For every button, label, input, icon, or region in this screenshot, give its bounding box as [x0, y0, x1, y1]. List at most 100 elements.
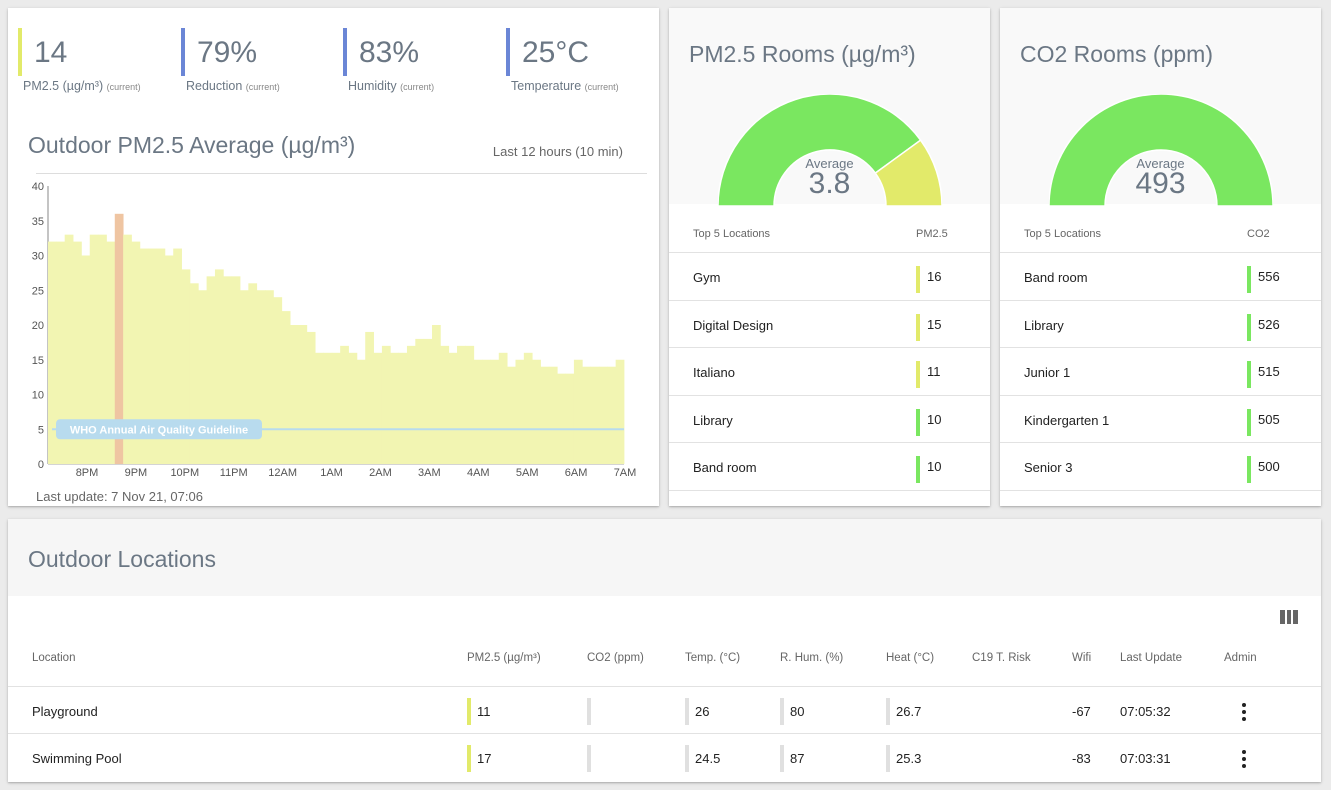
list-item[interactable]: Gym 16 [669, 252, 990, 300]
chart-bar [615, 359, 625, 464]
cell-heat: 25.3 [896, 751, 922, 766]
chart-bar [448, 352, 458, 464]
list-item[interactable]: Digital Design 15 [669, 299, 990, 348]
kpi-reduction-label: Reduction (current) [186, 79, 280, 93]
x-tick-label: 10PM [170, 467, 199, 479]
pm25-average-label: Average [805, 156, 854, 171]
chart-bar [331, 352, 341, 464]
room-value: 556 [1258, 269, 1280, 284]
chart-bar [356, 359, 366, 464]
col-last-update[interactable]: Last Update [1120, 652, 1183, 664]
room-name: Digital Design [693, 317, 774, 333]
chart-bar [390, 352, 400, 464]
col-co2[interactable]: CO2 (ppm) [587, 652, 644, 664]
chart-last-update: Last update: 7 Nov 21, 07:06 [36, 489, 203, 504]
x-tick-label: 9PM [125, 467, 148, 479]
chart-bar [64, 234, 74, 464]
col-temp[interactable]: Temp. (°C) [685, 652, 741, 664]
col-wifi[interactable]: Wifi [1072, 652, 1092, 664]
room-value: 16 [927, 269, 942, 284]
y-tick-label: 15 [32, 355, 44, 367]
chart-bar [265, 290, 274, 464]
list-end-divider [1000, 489, 1321, 507]
chart-bar [365, 331, 374, 464]
chart-bar [206, 276, 216, 464]
chart-bar [440, 345, 450, 464]
list-item[interactable]: Kindergarten 1 505 [1000, 394, 1321, 443]
chart-bar [482, 359, 491, 464]
chart-bar [56, 241, 66, 464]
room-name: Senior 3 [1024, 460, 1073, 475]
list-item[interactable]: Band room 556 [1000, 252, 1321, 300]
col-c19-risk[interactable]: C19 T. Risk [972, 652, 1031, 664]
chart-bar [189, 283, 199, 464]
chart-bar [582, 366, 592, 464]
room-value: 10 [927, 459, 942, 474]
more-vert-icon[interactable] [1242, 750, 1246, 768]
x-tick-label: 8PM [76, 467, 99, 479]
chart-bar [457, 345, 466, 464]
co2-average-value: 493 [1135, 167, 1186, 200]
co2-average-label: Average [1136, 156, 1185, 171]
co2-level-bar [587, 745, 591, 772]
chart-bar [565, 373, 575, 464]
room-value-bar [916, 456, 920, 483]
co2-col-location: Top 5 Locations [1024, 228, 1102, 240]
x-tick-label: 2AM [369, 467, 392, 479]
view-columns-icon[interactable] [1280, 610, 1299, 624]
col-humidity[interactable]: R. Hum. (%) [780, 652, 844, 664]
room-value-bar [916, 408, 920, 436]
list-item[interactable]: Junior 1 515 [1000, 347, 1321, 395]
chart-bar [173, 248, 182, 464]
list-item[interactable]: Library 526 [1000, 299, 1321, 348]
chart-bar [540, 366, 550, 464]
chart-bar [164, 255, 174, 464]
chart-bar [89, 234, 99, 464]
cell-humidity: 87 [790, 751, 805, 766]
table-row[interactable]: Swimming Pool 17 24.5 87 25.3 -83 07:03:31 [8, 733, 1321, 781]
kpi-pm25-label: PM2.5 (µg/m³) (current) [23, 79, 141, 93]
col-pm25[interactable]: PM2.5 (µg/m³) [467, 652, 541, 664]
x-tick-label: 3AM [418, 467, 441, 479]
chart-bar [315, 352, 324, 464]
list-item[interactable]: Band room 10 [669, 442, 990, 490]
cell-location: Playground [32, 704, 98, 719]
room-value-bar [916, 313, 920, 341]
list-item[interactable]: Senior 3 500 [1000, 442, 1321, 490]
chart-bar [256, 290, 266, 464]
y-tick-label: 25 [32, 285, 44, 297]
list-item[interactable]: Library 10 [669, 394, 990, 443]
room-name: Junior 1 [1024, 365, 1071, 380]
cell-pm25: 17 [477, 751, 492, 766]
chart-title: Outdoor PM2.5 Average (µg/m³) [28, 132, 356, 158]
col-location[interactable]: Location [32, 652, 76, 664]
kpi-humidity-label: Humidity (current) [348, 79, 435, 93]
humidity-level-bar [780, 745, 784, 772]
room-name: Band room [693, 460, 757, 475]
chart-bar [223, 276, 233, 464]
table-row[interactable]: Playground 11 26 80 26.7 -67 07:05:32 [8, 686, 1321, 734]
col-heat[interactable]: Heat (°C) [886, 652, 935, 664]
room-value-bar [1247, 313, 1251, 341]
cell-heat: 26.7 [896, 704, 922, 719]
y-tick-label: 10 [32, 390, 44, 402]
chart-bar [532, 359, 541, 464]
gauge-segment-good [718, 94, 922, 206]
pm25-average-value: 3.8 [808, 167, 851, 200]
y-tick-label: 40 [32, 181, 44, 193]
kpi-temperature-value: 25°C [522, 36, 590, 69]
chart-bar [298, 325, 308, 464]
x-tick-label: 12AM [268, 467, 297, 479]
pm25-level-bar [467, 745, 471, 772]
chart-bar [406, 345, 416, 464]
chart-bar [81, 255, 91, 464]
chart-bar [523, 352, 533, 464]
x-tick-label: 11PM [220, 467, 248, 479]
outdoor-locations-card: Outdoor Locations Location PM2.5 (µg/m³)… [8, 519, 1321, 782]
more-vert-icon[interactable] [1242, 703, 1246, 721]
room-name: Library [693, 412, 733, 428]
chart-bar [73, 241, 82, 464]
chart-range-label: Last 12 hours (10 min) [492, 144, 623, 159]
cell-location: Swimming Pool [32, 751, 122, 766]
list-item[interactable]: Italiano 11 [669, 347, 990, 395]
